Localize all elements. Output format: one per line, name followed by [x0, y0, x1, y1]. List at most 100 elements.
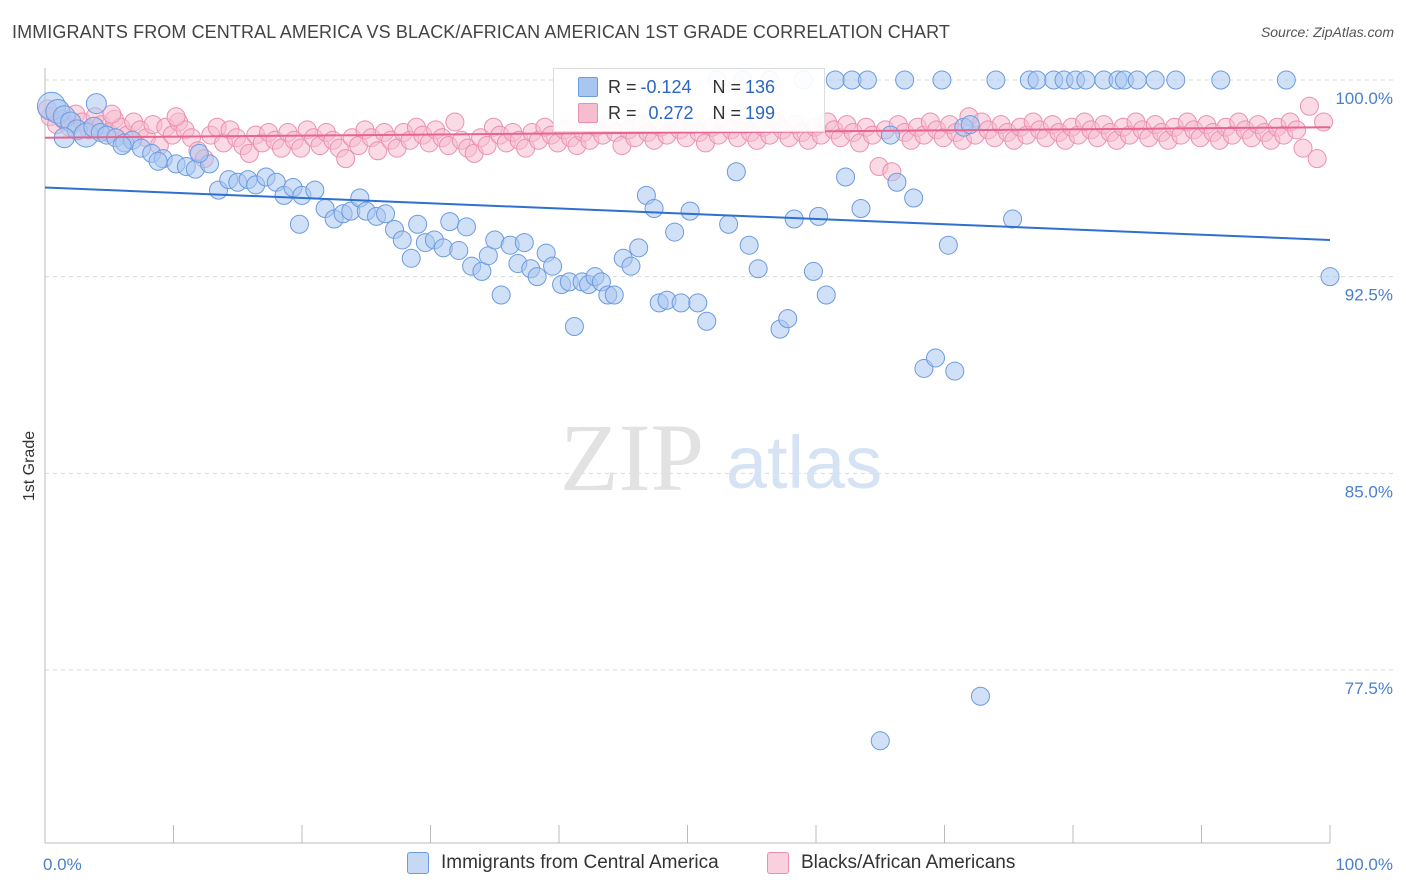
- point-central-america: [986, 70, 1006, 90]
- point-central-america: [440, 212, 460, 232]
- point-central-america: [836, 167, 856, 187]
- point-central-america: [1003, 209, 1023, 229]
- chart-title: IMMIGRANTS FROM CENTRAL AMERICA VS BLACK…: [12, 22, 950, 42]
- point-central-america: [726, 162, 746, 182]
- point-central-america: [1145, 70, 1165, 90]
- point-central-america: [803, 261, 823, 281]
- legend-swatch-blue: [578, 77, 598, 97]
- point-central-america: [881, 125, 901, 145]
- legend-n-value: 199: [745, 102, 776, 123]
- point-blacks: [1299, 96, 1319, 116]
- legend-r-label: R =: [608, 102, 637, 123]
- x-tick-label: 100.0%: [1335, 855, 1393, 874]
- point-central-america: [870, 731, 890, 751]
- legend-n-value: 136: [745, 76, 776, 97]
- y-tick-label: 77.5%: [1345, 679, 1393, 698]
- point-central-america: [392, 230, 412, 250]
- point-central-america: [938, 235, 958, 255]
- legend-n-label: N =: [712, 102, 742, 123]
- trend-line-blacks: [44, 126, 1331, 139]
- point-central-america: [491, 285, 511, 305]
- legend-item-blacks[interactable]: Blacks/African Americans: [767, 852, 1015, 874]
- point-central-america: [825, 70, 845, 90]
- watermark-zip: ZIP: [560, 404, 704, 511]
- y-axis-label: 1st Grade: [21, 431, 38, 501]
- point-blacks: [445, 112, 465, 132]
- point-central-america: [305, 180, 325, 200]
- point-blacks: [368, 141, 388, 161]
- x-tick-label: 0.0%: [43, 855, 82, 874]
- source-credit: Source: ZipAtlas.com: [1260, 24, 1394, 40]
- trend-line-central-america: [44, 186, 1331, 241]
- point-central-america: [621, 256, 641, 276]
- legend-swatch-pink: [578, 103, 598, 123]
- point-central-america: [932, 70, 952, 90]
- point-central-america: [671, 293, 691, 313]
- point-central-america: [1320, 267, 1340, 287]
- legend-row-central-america: R = -0.124 N = 136: [578, 75, 775, 99]
- point-central-america: [719, 214, 739, 234]
- point-central-america: [857, 70, 877, 90]
- point-central-america: [904, 188, 924, 208]
- point-central-america: [688, 293, 708, 313]
- trend-lines: [44, 126, 1331, 241]
- point-central-america: [148, 151, 168, 171]
- point-central-america: [112, 136, 132, 156]
- point-central-america: [604, 285, 624, 305]
- point-central-america: [887, 172, 907, 192]
- point-central-america: [945, 361, 965, 381]
- point-central-america: [629, 238, 649, 258]
- point-central-america: [748, 259, 768, 279]
- point-blacks: [1293, 138, 1313, 158]
- legend-row-blacks: R = 0.272 N = 199: [578, 101, 775, 125]
- point-blacks: [239, 143, 259, 163]
- legend-swatch-blue: [407, 852, 429, 874]
- point-central-america: [514, 233, 534, 253]
- point-central-america: [778, 309, 798, 329]
- point-central-america: [1127, 70, 1147, 90]
- point-central-america: [189, 143, 209, 163]
- y-tick-label: 100.0%: [1335, 89, 1393, 108]
- watermark-atlas: atlas: [726, 421, 882, 504]
- point-central-america: [851, 198, 871, 218]
- point-blacks: [477, 136, 497, 156]
- watermark: ZIP atlas: [560, 404, 882, 511]
- legend-item-central-america[interactable]: Immigrants from Central America: [407, 852, 719, 874]
- axes: [44, 68, 1331, 844]
- point-central-america: [85, 93, 107, 115]
- point-central-america: [960, 115, 980, 135]
- point-blacks: [291, 138, 311, 158]
- point-central-america: [1076, 70, 1096, 90]
- point-central-america: [401, 248, 421, 268]
- point-blacks: [1307, 149, 1327, 169]
- point-central-america: [456, 217, 476, 237]
- legend-label: Blacks/African Americans: [801, 852, 1016, 873]
- point-central-america: [809, 206, 829, 226]
- point-central-america: [376, 204, 396, 224]
- point-central-america: [895, 70, 915, 90]
- point-central-america: [665, 222, 685, 242]
- point-central-america: [739, 235, 759, 255]
- point-central-america: [527, 267, 547, 287]
- point-central-america: [564, 316, 584, 336]
- point-central-america: [1211, 70, 1231, 90]
- legend-r-value: -0.124: [640, 76, 692, 97]
- legend-label: Immigrants from Central America: [441, 852, 719, 873]
- point-central-america: [289, 214, 309, 234]
- stats-legend: R = -0.124 N = 136 R = 0.272 N = 199: [553, 68, 825, 132]
- point-central-america: [680, 201, 700, 221]
- point-central-america: [1027, 70, 1047, 90]
- point-central-america: [697, 311, 717, 331]
- point-central-america: [543, 256, 563, 276]
- point-central-america: [408, 214, 428, 234]
- point-central-america: [644, 198, 664, 218]
- point-central-america: [926, 348, 946, 368]
- point-central-america: [1166, 70, 1186, 90]
- point-blacks: [336, 149, 356, 169]
- series-legend: Immigrants from Central America Blacks/A…: [0, 852, 1406, 878]
- point-central-america: [970, 686, 990, 706]
- legend-r-label: R =: [608, 76, 637, 97]
- legend-n-label: N =: [712, 76, 742, 97]
- x-tick-labels: 0.0% 100.0%: [43, 855, 1393, 874]
